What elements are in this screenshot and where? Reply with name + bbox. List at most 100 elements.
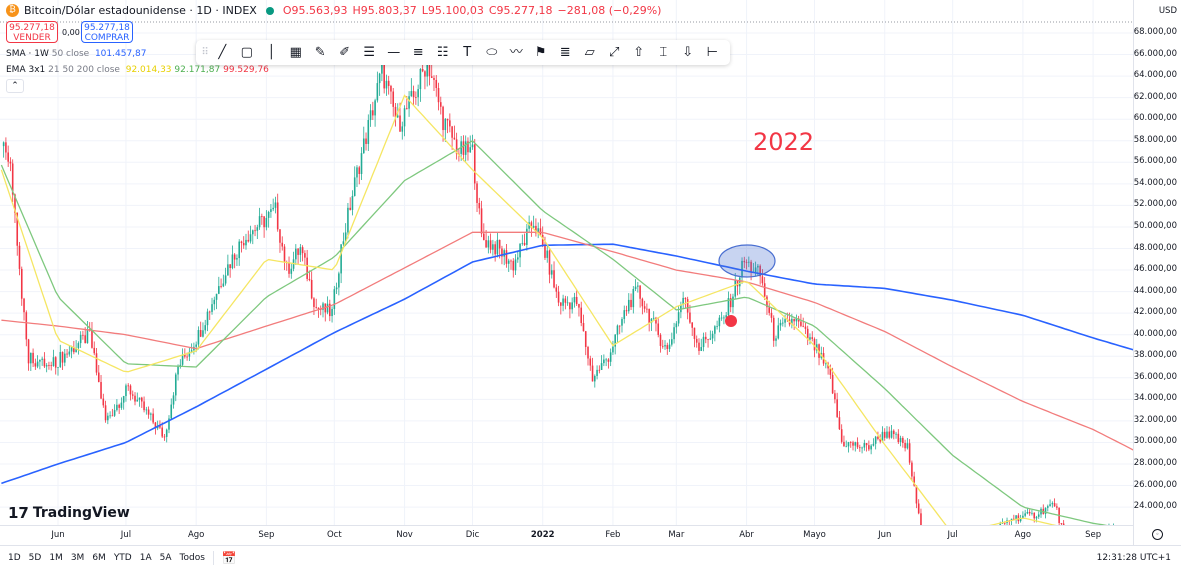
candle-body (265, 217, 268, 228)
candle-body (854, 442, 857, 446)
trend-line-icon[interactable]: ╱ (218, 44, 227, 60)
candle-body (641, 298, 644, 307)
marker-dot[interactable] (725, 315, 737, 327)
candle-body (111, 415, 114, 417)
candle-body (125, 385, 127, 397)
calendar-icon[interactable]: 📅 (212, 551, 237, 565)
candle-body (190, 350, 193, 352)
disjoint-channel-icon[interactable]: ⤢ (609, 44, 620, 60)
sell-button[interactable]: 95.277,18 VENDER (6, 21, 58, 43)
settings-icon[interactable]: ◦ (1152, 529, 1163, 540)
buy-button[interactable]: 95.277,18 COMPRAR (81, 21, 133, 43)
candle-body (145, 409, 148, 411)
regression-icon[interactable]: ☷ (436, 44, 449, 60)
symbol-title[interactable]: Bitcoin/Dólar estadounidense · 1D · INDE… (24, 4, 257, 17)
price-chart[interactable] (0, 0, 1133, 525)
candle-body (109, 415, 111, 417)
candle-body (811, 337, 814, 339)
annotation-text[interactable]: 2022 (753, 128, 815, 156)
candle-body (256, 227, 259, 231)
highlighter-icon[interactable]: ✎ (314, 44, 326, 60)
candle-body (23, 298, 25, 313)
ellipse-annotation[interactable] (718, 244, 776, 278)
candle-body (118, 404, 120, 408)
candle-body (272, 207, 274, 210)
candle-body (159, 425, 161, 428)
candle-body (181, 354, 184, 365)
candle-body (57, 366, 59, 368)
range-6m[interactable]: 6M (92, 553, 106, 563)
horizontal-ray-icon[interactable]: — (387, 44, 401, 60)
candle-body (365, 138, 367, 144)
range-1a[interactable]: 1A (139, 553, 152, 563)
clock[interactable]: 12:31:28 UTC+1 (1096, 553, 1171, 563)
candle-body (326, 303, 329, 313)
text-icon[interactable]: T (463, 44, 472, 60)
candle-body (14, 194, 16, 213)
candle-body (390, 85, 392, 92)
candle-body (637, 285, 639, 287)
candle-body (227, 264, 229, 276)
price-tick-label: 56.000,00 (1133, 156, 1177, 167)
range-1m[interactable]: 1M (49, 553, 63, 563)
horizontal-lines-icon[interactable]: ≡ (412, 44, 424, 60)
candle-body (11, 163, 14, 195)
range-ytd[interactable]: YTD (113, 553, 132, 563)
candle-body (478, 202, 481, 209)
candle-body (152, 413, 154, 423)
price-range-icon[interactable]: ⊢ (706, 44, 718, 60)
candle-body (902, 437, 904, 443)
candle-body (43, 358, 46, 367)
brush-icon[interactable]: ✐ (339, 44, 351, 60)
price-tick-label: 62.000,00 (1133, 91, 1177, 102)
fib-retracement-icon[interactable]: ≣ (559, 44, 571, 60)
candle-body (797, 318, 800, 322)
candle-body (32, 352, 34, 364)
arrow-down-icon[interactable]: ⇩ (682, 44, 694, 60)
sma-legend[interactable]: SMA · 1W 50 close 101.457,87 (6, 49, 146, 59)
candle-body (399, 115, 401, 132)
ellipse-icon[interactable]: ⬭ (486, 44, 498, 60)
gann-box-icon[interactable]: ▦ (289, 44, 302, 60)
arrow-up-icon[interactable]: ⇧ (633, 44, 645, 60)
range-5a[interactable]: 5A (159, 553, 172, 563)
range-5d[interactable]: 5D (28, 553, 42, 563)
range-1d[interactable]: 1D (8, 553, 21, 563)
tradingview-logo[interactable]: 𝟭𝟳 TradingView (8, 504, 130, 522)
candle-body (623, 310, 626, 320)
line-ema-21[interactable] (0, 94, 1133, 526)
line-ema-200[interactable] (1, 231, 1133, 461)
candle-body (75, 347, 77, 353)
flag-marker-icon[interactable]: ⚑ (534, 44, 547, 60)
candle-body (274, 202, 277, 208)
candle-body (18, 245, 21, 269)
fib-channel-icon[interactable]: ▱ (584, 44, 595, 60)
candle-body (104, 405, 107, 421)
time-tick-label: Ago (1014, 530, 1032, 540)
ema-legend[interactable]: EMA 3x1 21 50 200 close 92.014,33 92.171… (6, 65, 269, 75)
candle-body (745, 262, 748, 263)
collapse-legend-button[interactable]: ⌃ (6, 79, 24, 93)
parallel-channel-icon[interactable]: ☰ (363, 44, 376, 60)
line-sma-1w-50-close[interactable] (1, 243, 1133, 485)
range-3m[interactable]: 3M (70, 553, 85, 563)
currency-label[interactable]: USD (1158, 6, 1177, 16)
path-icon[interactable]: 〰 (509, 44, 523, 60)
line-ema-50[interactable] (0, 139, 1133, 525)
rectangle-icon[interactable]: ▢ (240, 44, 253, 60)
candle-body (254, 230, 256, 232)
candle-body (603, 359, 605, 364)
candle-body (430, 76, 433, 79)
candle-body (503, 250, 506, 257)
ohlc-close: C95.277,18 (488, 4, 553, 17)
date-range-icon[interactable]: ⌶ (659, 44, 668, 60)
candle-body (720, 317, 723, 319)
vertical-line-icon[interactable]: │ (267, 44, 276, 60)
candle-body (1015, 515, 1017, 520)
buy-price: 95.277,18 (84, 23, 130, 33)
range-todos[interactable]: Todos (179, 553, 205, 563)
candle-body (496, 239, 499, 255)
candle-body (714, 326, 716, 334)
candle-body (836, 399, 838, 418)
candle-body (383, 61, 385, 89)
